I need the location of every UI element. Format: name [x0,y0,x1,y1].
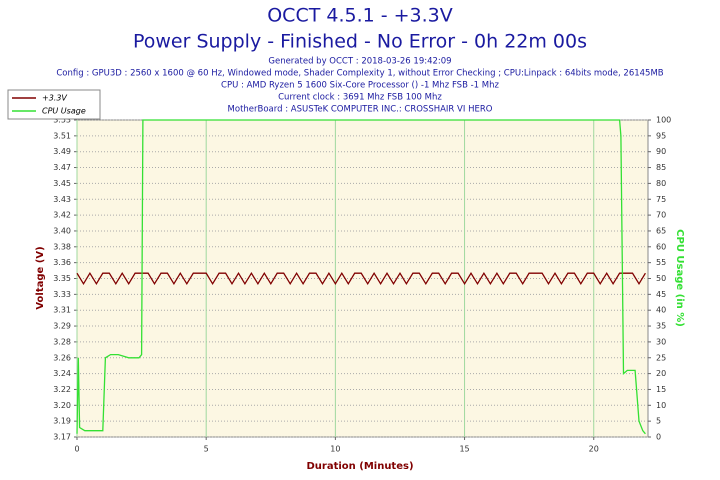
y-axis-label: Voltage (V) [35,246,46,309]
y2-tick-label: 65 [656,226,666,235]
y-tick-label: 3.40 [53,226,71,235]
y2-tick-label: 35 [656,322,666,331]
y2-tick-label: 10 [656,401,666,410]
y-tick-label: 3.53 [53,116,71,125]
x-axis-label: Duration (Minutes) [306,461,413,472]
y2-tick-label: 95 [656,131,666,140]
y-tick-label: 3.51 [53,131,71,140]
info-line: Generated by OCCT : 2018-03-26 19:42:09 [268,57,451,67]
y-tick-label: 3.33 [53,290,71,299]
y-tick-label: 3.28 [53,337,71,346]
y-tick-label: 3.29 [53,322,71,331]
y2-tick-label: 0 [656,433,661,442]
y-tick-label: 3.22 [53,385,71,394]
y2-tick-label: 50 [656,274,666,283]
info-line: MotherBoard : ASUSTeK COMPUTER INC.: CRO… [228,105,493,115]
y2-tick-label: 100 [656,116,671,125]
y-tick-label: 3.17 [53,433,71,442]
y2-tick-label: 30 [656,337,666,346]
y2-tick-label: 25 [656,353,666,362]
legend-label: +3.3V [42,94,67,103]
info-line: Current clock : 3691 Mhz FSB 100 Mhz [278,93,442,103]
y2-tick-label: 20 [656,369,666,378]
y2-tick-label: 60 [656,242,666,251]
x-tick-label: 0 [74,445,79,454]
y2-tick-label: 85 [656,163,666,172]
y2-tick-label: 80 [656,179,666,188]
y-tick-label: 3.24 [53,369,71,378]
y-tick-label: 3.26 [53,353,71,362]
y-tick-label: 3.35 [53,274,71,283]
data-line [76,119,646,435]
y2-tick-label: 75 [656,195,666,204]
y2-axis-label: CPU Usage (in %) [674,229,685,327]
y-tick-label: 3.49 [53,147,71,156]
y-tick-label: 3.45 [53,179,71,188]
legend-label: CPU Usage [42,107,86,116]
y2-tick-label: 55 [656,258,666,267]
y-tick-label: 3.31 [53,306,71,315]
y-tick-label: 3.47 [53,163,71,172]
y2-tick-label: 90 [656,147,666,156]
y-tick-label: 3.38 [53,242,71,251]
y-tick-label: 3.20 [53,401,71,410]
data-line [76,271,646,286]
y-tick-label: 3.36 [53,258,71,267]
x-tick-label: 10 [330,445,340,454]
y2-tick-label: 15 [656,385,666,394]
y2-tick-label: 5 [656,417,661,426]
info-line: Config : GPU3D : 2560 x 1600 @ 60 Hz, Wi… [56,69,663,79]
y-tick-label: 3.42 [53,211,71,220]
y-tick-label: 3.19 [53,417,71,426]
chart-subtitle: Power Supply - Finished - No Error - 0h … [133,31,587,53]
x-tick-label: 20 [589,445,599,454]
y2-tick-label: 40 [656,306,666,315]
x-tick-label: 15 [459,445,469,454]
legend [7,89,101,120]
x-tick-label: 5 [204,445,209,454]
y2-tick-label: 70 [656,211,666,220]
chart-title: OCCT 4.5.1 - +3.3V [267,5,453,27]
info-line: CPU : AMD Ryzen 5 1600 Six-Core Processo… [221,81,499,91]
y2-tick-label: 45 [656,290,666,299]
y-tick-label: 3.43 [53,195,71,204]
